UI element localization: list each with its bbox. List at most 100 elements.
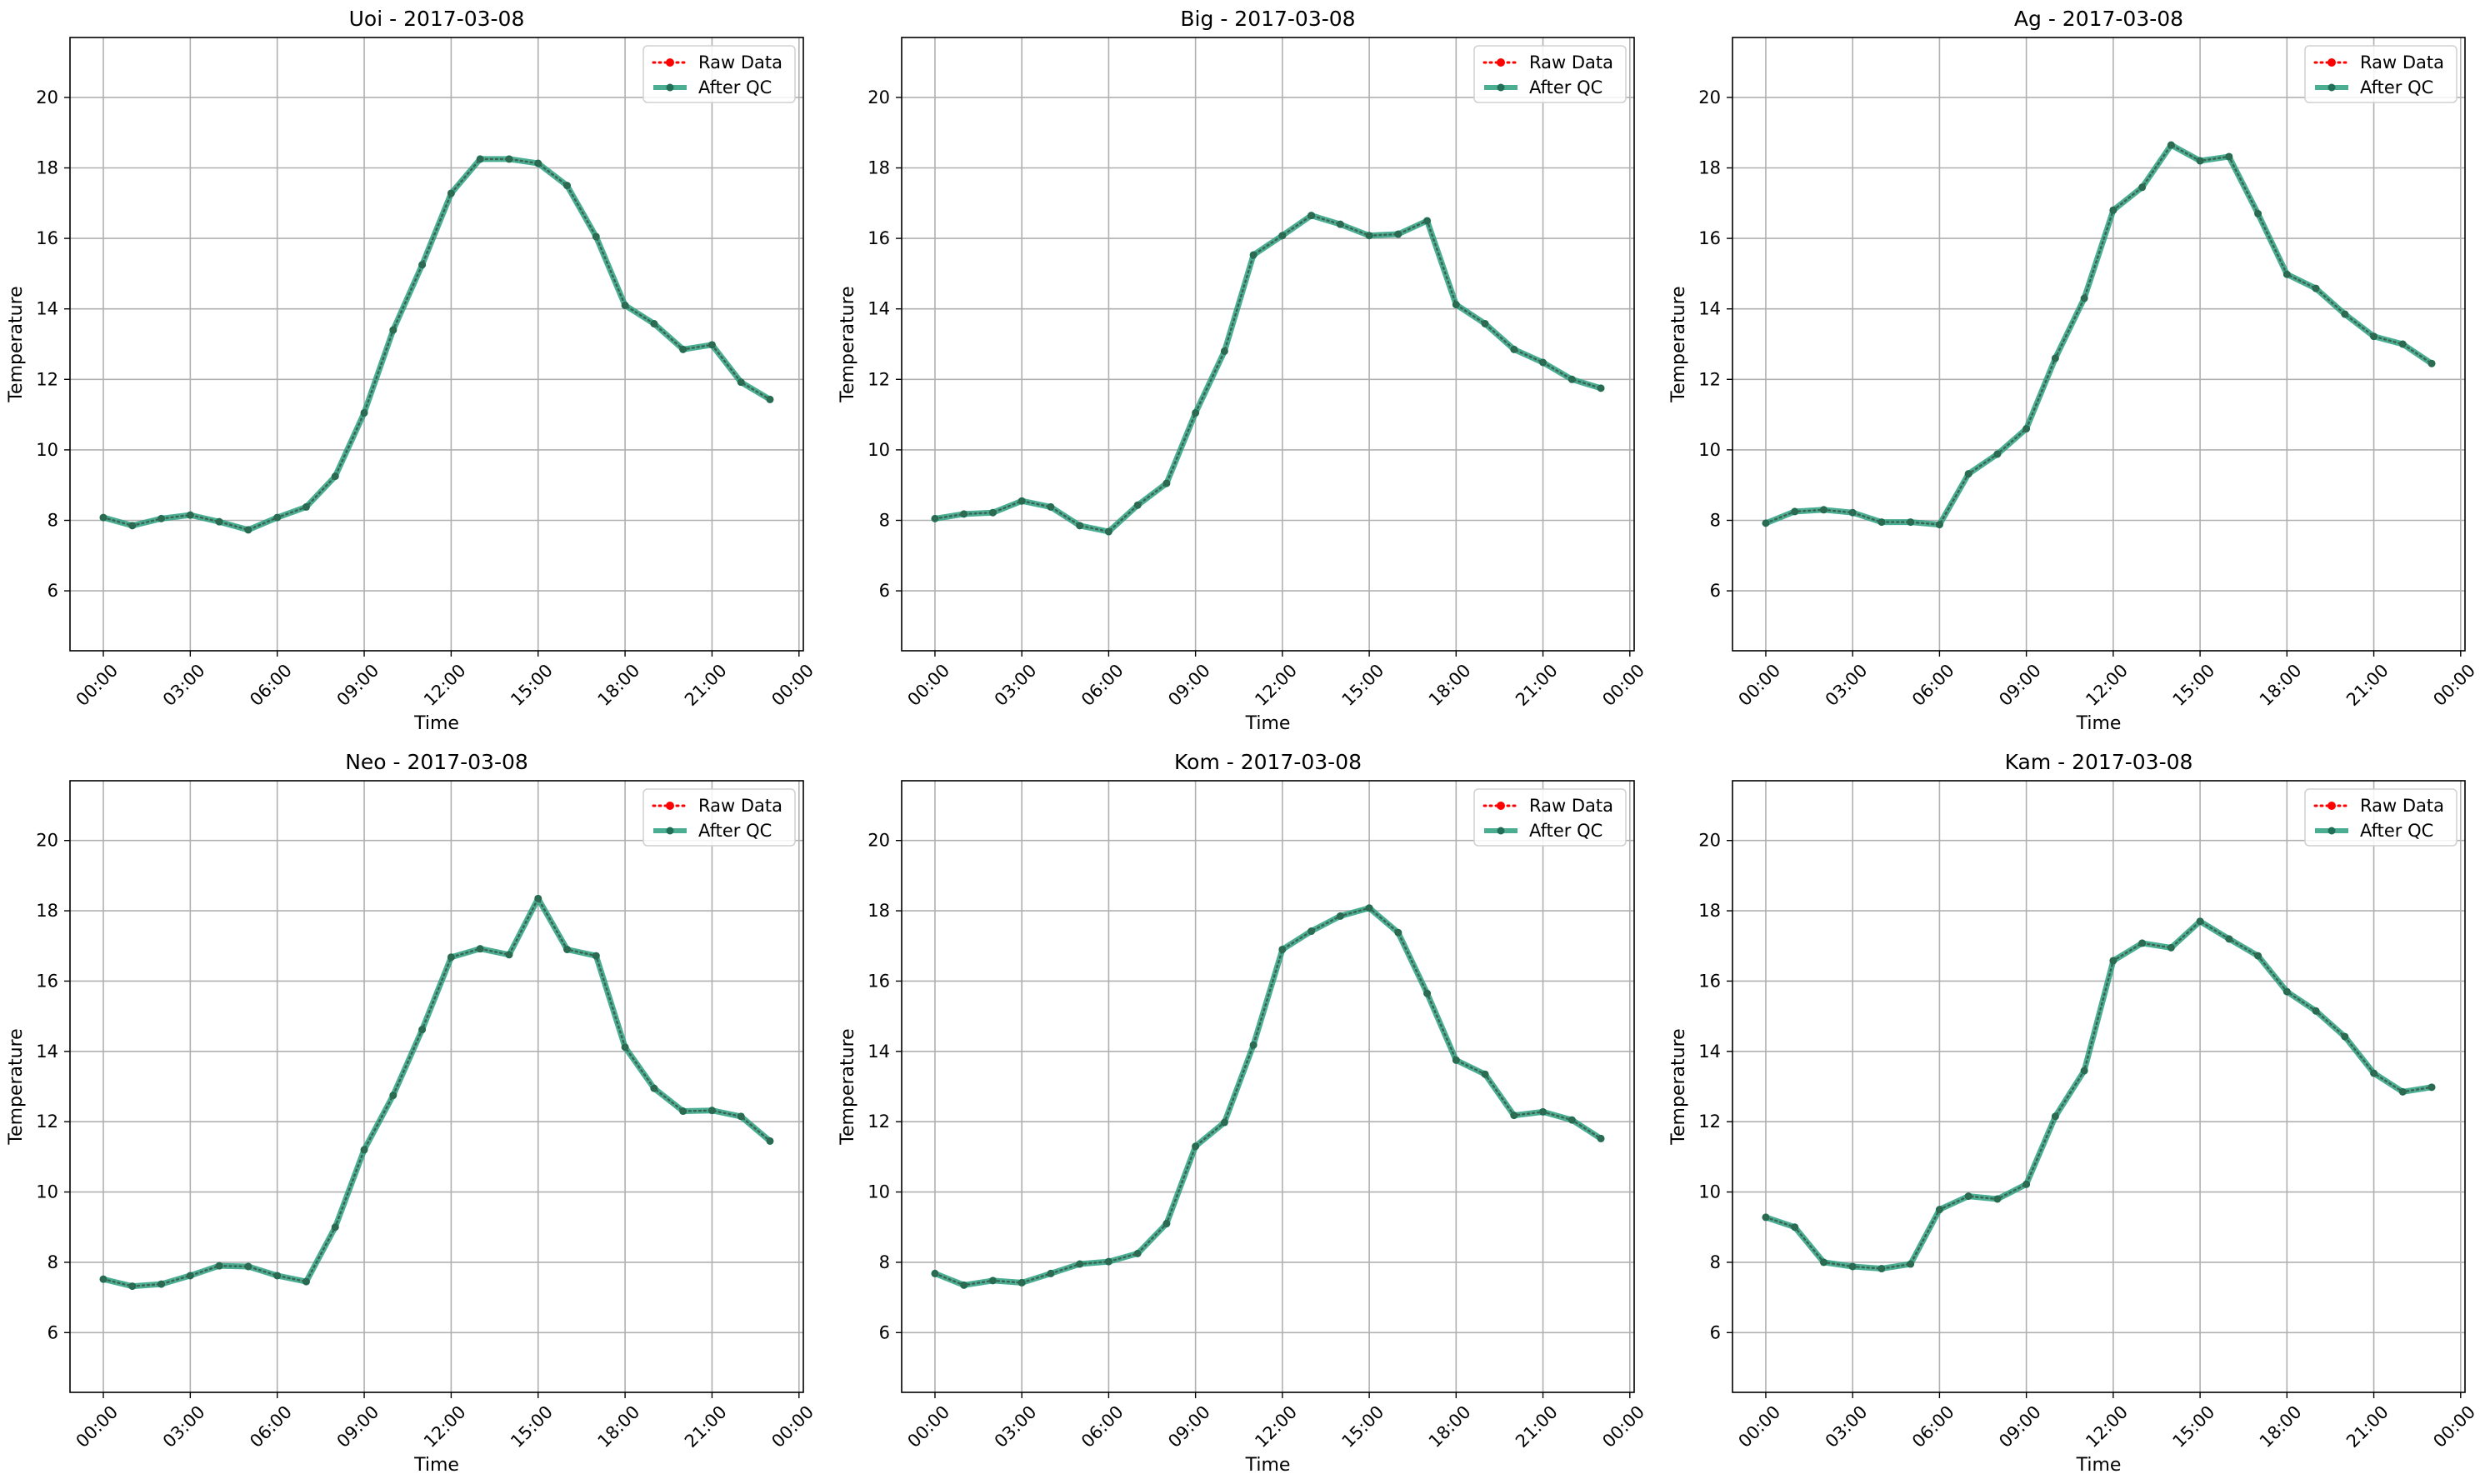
y-tick-label: 6 — [1710, 1322, 1721, 1342]
series-line-after-qc — [1764, 918, 2432, 1272]
x-tick-label: 12:00 — [420, 1402, 470, 1452]
raw-data-point — [1077, 1261, 1082, 1267]
raw-data-point — [961, 511, 967, 517]
raw-data-point — [2052, 1113, 2058, 1120]
y-tick-label: 10 — [36, 440, 58, 460]
x-tick-label: 09:00 — [333, 660, 383, 710]
x-tick-label: 06:00 — [1078, 1402, 1128, 1452]
y-tick-label: 12 — [868, 1112, 890, 1132]
panel-3: 00:00 03:00 06:00 09:00 12:00 15:00 18:00 21:00… — [1668, 7, 2479, 734]
raw-data-point — [2371, 1070, 2377, 1077]
x-axis-label: Time — [413, 713, 459, 734]
raw-data-point — [961, 1282, 967, 1288]
y-tick-label: 6 — [48, 581, 58, 601]
raw-data-point — [1762, 520, 1769, 527]
raw-data-point — [477, 946, 483, 952]
raw-data-point — [506, 156, 512, 162]
y-axis-label: Temperature — [838, 286, 858, 402]
x-tick-label: 09:00 — [333, 1402, 383, 1452]
raw-data-point — [2428, 1084, 2435, 1091]
raw-data-point — [2197, 918, 2203, 924]
raw-data-point — [1222, 1119, 1228, 1126]
grid — [1732, 37, 2465, 651]
x-axis-label: Time — [1245, 1455, 1291, 1476]
raw-data-point — [622, 1044, 628, 1050]
raw-data-point — [564, 182, 570, 188]
x-tick-label: 00:00 — [1734, 660, 1784, 710]
raw-data-point — [2400, 341, 2406, 347]
y-tick-label: 8 — [1710, 510, 1721, 530]
legend-label-after-qc: After QC — [1529, 821, 1602, 841]
series-line-raw-data — [102, 896, 772, 1287]
raw-data-point — [1308, 212, 1314, 218]
x-axis-label: Time — [2076, 713, 2122, 734]
legend-marker-after-qc — [2328, 83, 2336, 92]
legend-marker-raw-data — [2328, 58, 2336, 67]
raw-data-point — [593, 233, 599, 240]
y-tick-label: 12 — [36, 369, 58, 389]
grid — [1732, 781, 2465, 1392]
raw-data-point — [419, 262, 425, 268]
legend-label-after-qc: After QC — [2360, 77, 2433, 97]
y-axis-label: Temperature — [1668, 286, 1689, 402]
x-tick-label: 00:00 — [2429, 660, 2479, 710]
raw-data-point — [100, 1276, 107, 1282]
raw-data-point — [1821, 507, 1827, 513]
y-tick-label: 18 — [868, 901, 890, 921]
x-tick-label: 03:00 — [159, 1402, 209, 1452]
grid — [70, 37, 803, 651]
y-tick-label: 18 — [1698, 901, 1721, 921]
raw-data-point — [361, 410, 368, 416]
raw-data-point — [448, 190, 454, 197]
legend: Raw Data After QC — [1473, 45, 1627, 103]
x-tick-label: 12:00 — [2082, 660, 2132, 710]
raw-data-point — [2428, 361, 2435, 367]
raw-data-point — [1878, 1266, 1885, 1272]
x-tick-label: 00:00 — [1598, 660, 1648, 710]
axes-frame — [1732, 37, 2466, 652]
legend-label-raw-data: Raw Data — [698, 796, 782, 816]
y-tick-label: 10 — [868, 1182, 890, 1202]
raw-data-point — [477, 156, 483, 162]
axes-frame — [901, 37, 1635, 652]
raw-data-point — [1222, 348, 1228, 354]
x-tick-label: 00:00 — [1598, 1402, 1648, 1452]
x-tick-label: 15:00 — [507, 1402, 557, 1452]
raw-data-point — [1908, 519, 1913, 525]
x-tick-label: 15:00 — [1338, 660, 1388, 710]
raw-data-point — [2081, 295, 2088, 302]
y-tick-label: 18 — [36, 901, 58, 921]
y-tick-label: 16 — [1698, 228, 1721, 248]
raw-data-point — [1482, 321, 1488, 327]
raw-data-point — [2284, 272, 2290, 277]
series-line-raw-data — [933, 214, 1602, 533]
y-tick-label: 14 — [868, 1042, 890, 1062]
raw-data-point — [1569, 1117, 1575, 1123]
raw-data-point — [2052, 355, 2058, 362]
raw-data-point — [2168, 945, 2174, 951]
y-axis-label: Temperature — [1668, 1028, 1689, 1145]
raw-data-point — [2284, 988, 2290, 995]
series-line-raw-data — [1764, 143, 2433, 526]
raw-data-point — [2342, 1033, 2348, 1040]
raw-data-point — [1279, 947, 1286, 952]
x-tick-label: 09:00 — [1164, 1402, 1214, 1452]
raw-data-point — [1048, 1271, 1054, 1277]
raw-data-point — [1792, 508, 1798, 515]
raw-data-point — [2226, 936, 2232, 942]
raw-data-point — [680, 347, 686, 352]
panel-title: Ag - 2017-03-08 — [2014, 7, 2183, 31]
y-tick-label: 20 — [1698, 87, 1721, 107]
raw-data-point — [1424, 217, 1430, 224]
raw-data-point — [158, 516, 164, 522]
x-tick-label: 00:00 — [903, 1402, 953, 1452]
raw-data-point — [1250, 252, 1257, 258]
raw-data-point — [1792, 1224, 1798, 1230]
legend: Raw Data After QC — [2304, 788, 2458, 847]
axes-frame — [69, 780, 804, 1393]
y-tick-label: 14 — [36, 1042, 58, 1062]
raw-data-point — [990, 509, 996, 516]
x-tick-label: 21:00 — [2342, 1402, 2392, 1452]
y-tick-label: 18 — [1698, 158, 1721, 178]
